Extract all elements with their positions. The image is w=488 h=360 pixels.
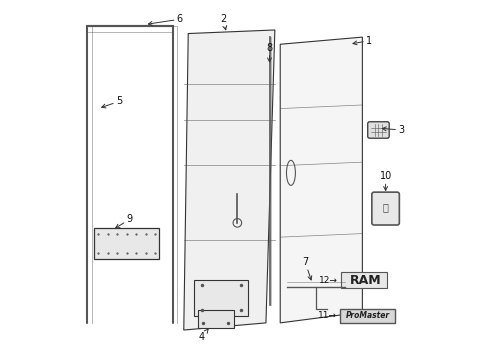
Text: 5: 5 xyxy=(102,96,122,108)
FancyBboxPatch shape xyxy=(194,280,247,316)
Text: 9: 9 xyxy=(115,214,132,228)
Polygon shape xyxy=(280,37,362,323)
Text: 11→: 11→ xyxy=(318,311,337,320)
Text: 1: 1 xyxy=(352,36,371,46)
FancyBboxPatch shape xyxy=(340,309,394,323)
Text: 2: 2 xyxy=(220,14,226,30)
FancyBboxPatch shape xyxy=(367,122,388,138)
Text: RAM: RAM xyxy=(349,274,381,287)
Text: ProMaster: ProMaster xyxy=(345,311,389,320)
Text: 🐏: 🐏 xyxy=(382,202,388,212)
FancyBboxPatch shape xyxy=(94,228,159,258)
FancyBboxPatch shape xyxy=(198,310,233,328)
FancyBboxPatch shape xyxy=(371,192,399,225)
FancyBboxPatch shape xyxy=(340,272,386,288)
Text: 3: 3 xyxy=(382,125,404,135)
Text: 4: 4 xyxy=(198,329,208,342)
Text: 6: 6 xyxy=(148,14,183,25)
Text: 7: 7 xyxy=(302,257,311,280)
Text: 10: 10 xyxy=(379,171,391,190)
Polygon shape xyxy=(183,30,274,330)
Text: 12→: 12→ xyxy=(318,275,337,284)
Text: 8: 8 xyxy=(266,43,272,62)
